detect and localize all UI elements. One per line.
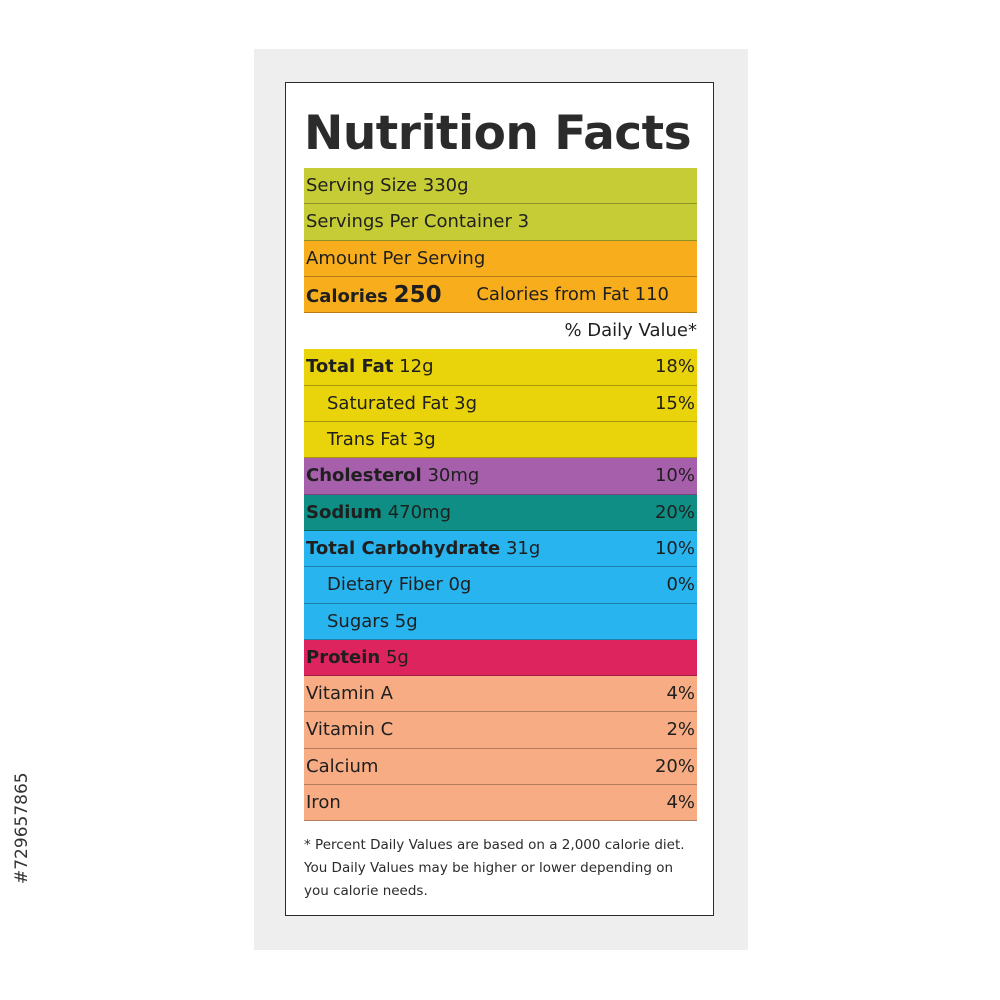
daily-value-header-row: % Daily Value* — [304, 313, 697, 349]
total-fat-row: Total Fat 12g 18% — [304, 349, 697, 386]
protein-amount: 5g — [385, 646, 409, 668]
footnote-line: * Percent Daily Values are based on a 2,… — [304, 837, 685, 853]
saturated-fat-dv: 15% — [654, 392, 695, 414]
total-carbohydrate-text: Total Carbohydrate 31g — [306, 531, 540, 567]
protein-text: Protein 5g — [306, 640, 409, 676]
total-fat-label: Total Fat — [306, 356, 394, 378]
serving-size-row: Serving Size 330g — [304, 168, 697, 205]
saturated-fat-label: Saturated Fat 3g — [327, 392, 478, 414]
total-fat-dv: 18% — [654, 356, 695, 378]
protein-label: Protein — [306, 646, 381, 668]
cholesterol-text: Cholesterol 30mg — [306, 458, 479, 494]
vitamin-c-label: Vitamin C — [306, 719, 394, 741]
cholesterol-amount: 30mg — [427, 465, 480, 487]
vitamin-a-dv: 4% — [666, 683, 695, 705]
vitamin-c-dv: 2% — [666, 719, 695, 741]
footnote-line: you calorie needs. — [304, 883, 428, 899]
calcium-row: Calcium 20% — [304, 748, 697, 786]
vitamin-c-row: Vitamin C 2% — [304, 712, 697, 749]
daily-value-header: % Daily Value* — [564, 320, 697, 342]
servings-per-container-row: Servings Per Container 3 — [304, 204, 697, 241]
sugars-label: Sugars 5g — [327, 610, 418, 632]
serving-size-label: Serving Size 330g — [306, 175, 469, 196]
total-fat-text: Total Fat 12g — [306, 349, 434, 385]
nutrition-rows: Serving Size 330g Servings Per Container… — [304, 168, 697, 822]
iron-row: Iron 4% — [304, 785, 697, 822]
total-carbohydrate-dv: 10% — [654, 537, 695, 559]
cholesterol-row: Cholesterol 30mg 10% — [304, 458, 697, 495]
calcium-label: Calcium — [306, 755, 379, 777]
sodium-text: Sodium 470mg — [306, 495, 451, 531]
total-fat-amount: 12g — [399, 356, 434, 378]
cholesterol-dv: 10% — [654, 465, 695, 487]
cholesterol-label: Cholesterol — [306, 465, 422, 487]
calories-row: Calories 250 Calories from Fat 110 — [304, 276, 697, 315]
sodium-row: Sodium 470mg 20% — [304, 494, 697, 531]
calories-label: Calories — [306, 285, 388, 307]
sodium-label: Sodium — [306, 501, 382, 523]
trans-fat-row: Trans Fat 3g — [304, 422, 697, 459]
vitamin-a-row: Vitamin A 4% — [304, 676, 697, 713]
dietary-fiber-label: Dietary Fiber 0g — [327, 574, 472, 596]
sodium-dv: 20% — [654, 501, 695, 523]
calories-from-fat: Calories from Fat 110 — [476, 283, 669, 305]
dietary-fiber-row: Dietary Fiber 0g 0% — [304, 567, 697, 604]
calcium-dv: 20% — [654, 755, 695, 777]
amount-per-serving-label: Amount Per Serving — [306, 247, 486, 269]
dietary-fiber-dv: 0% — [666, 574, 695, 596]
stock-id-text: #729657865 — [12, 772, 32, 884]
iron-dv: 4% — [666, 792, 695, 814]
total-carbohydrate-amount: 31g — [505, 537, 541, 559]
amount-per-serving-row: Amount Per Serving — [304, 240, 697, 277]
daily-value-footnote: * Percent Daily Values are based on a 2,… — [304, 834, 704, 903]
saturated-fat-row: Saturated Fat 3g 15% — [304, 385, 697, 423]
total-carbohydrate-row: Total Carbohydrate 31g 10% — [304, 530, 697, 568]
servings-per-container-label: Servings Per Container 3 — [306, 211, 530, 233]
protein-row: Protein 5g — [304, 639, 697, 677]
footnote-line: You Daily Values may be higher or lower … — [304, 860, 674, 876]
sodium-amount: 470mg — [387, 501, 452, 523]
trans-fat-label: Trans Fat 3g — [327, 429, 436, 451]
calories-value: 250 — [393, 281, 442, 308]
total-carbohydrate-label: Total Carbohydrate — [306, 537, 501, 559]
label-title: Nutrition Facts — [304, 106, 692, 161]
calories-text: Calories 250 — [306, 277, 442, 315]
sugars-row: Sugars 5g — [304, 603, 697, 640]
iron-label: Iron — [306, 792, 341, 814]
vitamin-a-label: Vitamin A — [306, 683, 393, 705]
